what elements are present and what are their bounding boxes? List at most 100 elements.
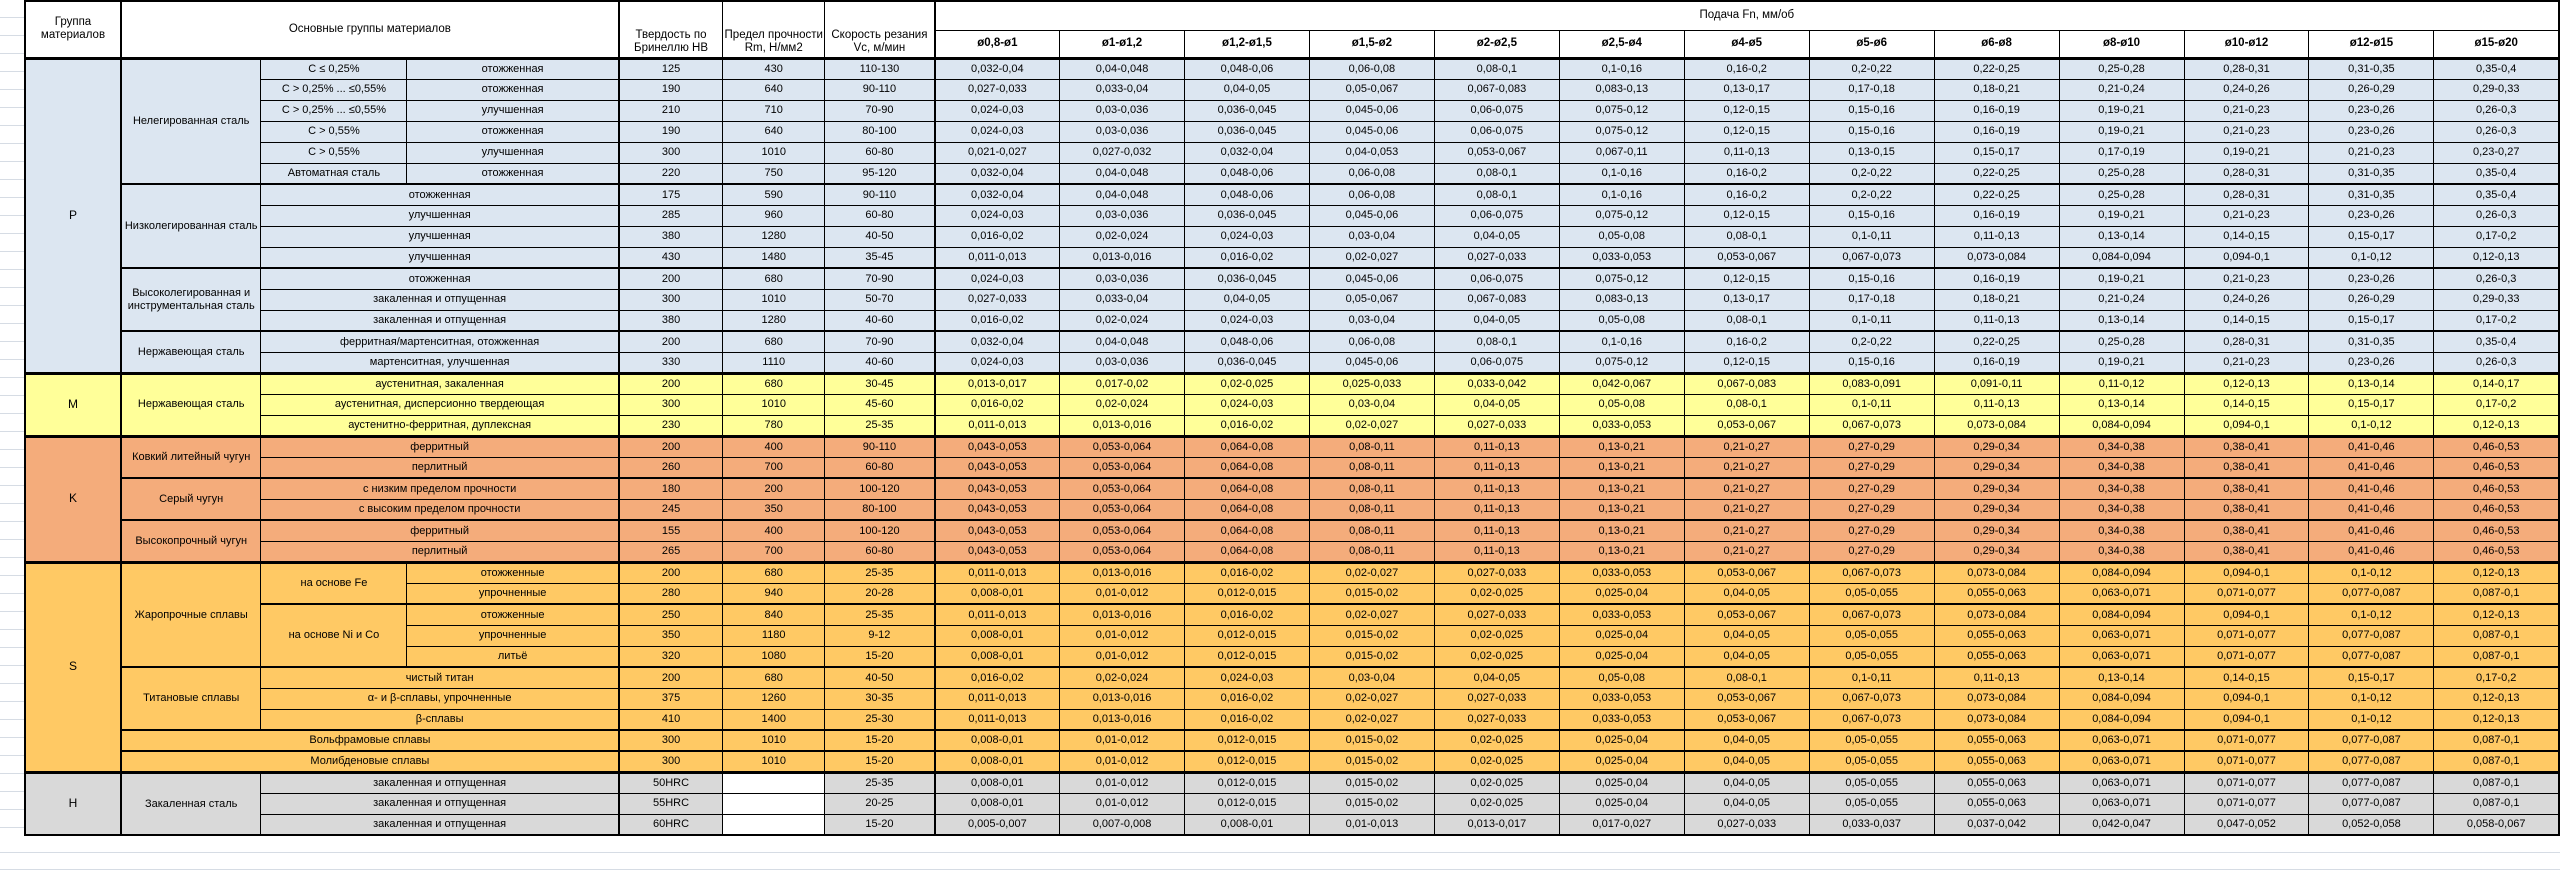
feed-cell[interactable]: 0,008-0,01: [933, 770, 1061, 794]
feed-cell[interactable]: 0,35-0,4: [2433, 56, 2560, 80]
feed-cell[interactable]: 0,032-0,04: [933, 183, 1061, 206]
feed-cell[interactable]: 0,46-0,53: [2433, 519, 2560, 542]
feed-cell[interactable]: 0,064-0,08: [1184, 540, 1310, 563]
feed-cell[interactable]: 0,02-0,027: [1308, 708, 1435, 731]
feed-cell[interactable]: 0,083-0,13: [1558, 78, 1685, 101]
feed-cell[interactable]: 0,087-0,1: [2433, 729, 2560, 752]
feed-cell[interactable]: 0,073-0,084: [1933, 414, 2060, 437]
feed-cell[interactable]: 0,25-0,28: [2058, 330, 2185, 353]
feed-cell[interactable]: 0,077-0,087: [2308, 582, 2435, 605]
feed-cell[interactable]: 0,06-0,075: [1433, 99, 1560, 122]
feed-cell[interactable]: 0,012-0,015: [1184, 582, 1310, 605]
feed-cell[interactable]: 0,1-0,12: [2308, 708, 2435, 731]
feed-cell[interactable]: 0,1-0,11: [1808, 225, 1935, 248]
feed-cell[interactable]: 0,01-0,012: [1059, 645, 1186, 668]
feed-cell[interactable]: 0,26-0,3: [2433, 204, 2560, 227]
material-subtype-cell[interactable]: на основе Ni и Co: [260, 603, 408, 668]
speed-cell[interactable]: 95-120: [824, 162, 936, 185]
feed-cell[interactable]: 0,05-0,055: [1808, 582, 1935, 605]
feed-cell[interactable]: 0,053-0,064: [1059, 519, 1186, 542]
material-subtype-cell[interactable]: C > 0,55%: [260, 141, 408, 164]
feed-cell[interactable]: 0,08-0,1: [1433, 183, 1560, 206]
speed-cell[interactable]: 100-120: [824, 519, 936, 542]
strength-cell[interactable]: 1010: [722, 393, 826, 416]
feed-cell[interactable]: 0,027-0,033: [1433, 414, 1560, 437]
feed-cell[interactable]: 0,033-0,053: [1558, 687, 1685, 710]
feed-cell[interactable]: 0,03-0,036: [1059, 351, 1186, 374]
feed-cell[interactable]: 0,055-0,063: [1933, 624, 2060, 647]
feed-cell[interactable]: 0,025-0,04: [1558, 624, 1685, 647]
strength-cell[interactable]: 1280: [722, 225, 826, 248]
material-family-cell[interactable]: Закаленная сталь: [120, 770, 262, 836]
feed-cell[interactable]: 0,04-0,053: [1308, 141, 1435, 164]
treatment-cell[interactable]: отожженная: [406, 120, 620, 143]
feed-cell[interactable]: 0,055-0,063: [1933, 729, 2060, 752]
feed-cell[interactable]: 0,21-0,27: [1683, 434, 1810, 458]
treatment-cell[interactable]: β-сплавы: [260, 708, 620, 731]
feed-cell[interactable]: 0,29-0,34: [1933, 477, 2060, 500]
feed-cell[interactable]: 0,094-0,1: [2183, 708, 2310, 731]
feed-cell[interactable]: 0,31-0,35: [2308, 183, 2435, 206]
feed-cell[interactable]: 0,016-0,02: [933, 666, 1061, 689]
feed-cell[interactable]: 0,08-0,11: [1308, 519, 1435, 542]
feed-cell[interactable]: 0,19-0,21: [2058, 267, 2185, 290]
feed-cell[interactable]: 0,025-0,04: [1558, 729, 1685, 752]
header-diameter[interactable]: ø5-ø6: [1808, 29, 1935, 59]
feed-cell[interactable]: 0,12-0,13: [2433, 687, 2560, 710]
feed-cell[interactable]: 0,12-0,13: [2183, 371, 2310, 395]
hardness-cell[interactable]: 55HRC: [617, 792, 724, 815]
feed-cell[interactable]: 0,05-0,055: [1808, 750, 1935, 773]
feed-cell[interactable]: 0,016-0,02: [1184, 414, 1310, 437]
feed-cell[interactable]: 0,063-0,071: [2058, 624, 2185, 647]
feed-cell[interactable]: 0,17-0,18: [1808, 288, 1935, 311]
feed-cell[interactable]: 0,06-0,08: [1308, 183, 1435, 206]
feed-cell[interactable]: 0,012-0,015: [1184, 750, 1310, 773]
feed-cell[interactable]: 0,053-0,064: [1059, 456, 1186, 479]
feed-cell[interactable]: 0,071-0,077: [2183, 770, 2310, 794]
feed-cell[interactable]: 0,17-0,18: [1808, 78, 1935, 101]
feed-cell[interactable]: 0,012-0,015: [1184, 624, 1310, 647]
hardness-cell[interactable]: 350: [617, 624, 724, 647]
feed-cell[interactable]: 0,04-0,05: [1683, 792, 1810, 815]
hardness-cell[interactable]: 200: [617, 666, 724, 689]
feed-cell[interactable]: 0,21-0,23: [2183, 267, 2310, 290]
header-materials[interactable]: Основные группы материалов: [120, 0, 620, 59]
material-family-cell[interactable]: Нержавеющая сталь: [120, 330, 262, 374]
header-diameter[interactable]: ø0,8-ø1: [933, 29, 1061, 59]
treatment-cell[interactable]: упрочненные: [406, 624, 620, 647]
feed-cell[interactable]: 0,13-0,14: [2058, 393, 2185, 416]
strength-cell[interactable]: 1260: [722, 687, 826, 710]
feed-cell[interactable]: 0,087-0,1: [2433, 792, 2560, 815]
header-diameter[interactable]: ø12-ø15: [2308, 29, 2435, 59]
feed-cell[interactable]: 0,06-0,08: [1308, 56, 1435, 80]
header-diameter[interactable]: ø8-ø10: [2058, 29, 2185, 59]
feed-cell[interactable]: 0,2-0,22: [1808, 162, 1935, 185]
strength-cell[interactable]: 940: [722, 582, 826, 605]
feed-cell[interactable]: 0,31-0,35: [2308, 56, 2435, 80]
strength-cell[interactable]: 1280: [722, 309, 826, 332]
feed-cell[interactable]: 0,46-0,53: [2433, 540, 2560, 563]
feed-cell[interactable]: 0,008-0,01: [933, 729, 1061, 752]
feed-cell[interactable]: 0,033-0,04: [1059, 288, 1186, 311]
feed-cell[interactable]: 0,008-0,01: [933, 582, 1061, 605]
feed-cell[interactable]: 0,08-0,11: [1308, 456, 1435, 479]
strength-cell[interactable]: 840: [722, 603, 826, 626]
feed-cell[interactable]: 0,16-0,19: [1933, 204, 2060, 227]
feed-cell[interactable]: 0,067-0,073: [1808, 246, 1935, 269]
strength-cell[interactable]: 350: [722, 498, 826, 521]
speed-cell[interactable]: 45-60: [824, 393, 936, 416]
feed-cell[interactable]: 0,02-0,025: [1433, 645, 1560, 668]
material-family-cell[interactable]: Нержавеющая сталь: [120, 371, 262, 437]
feed-cell[interactable]: 0,13-0,21: [1558, 498, 1685, 521]
strength-cell[interactable]: 590: [722, 183, 826, 206]
group-code-cell[interactable]: H: [24, 770, 122, 836]
feed-cell[interactable]: 0,043-0,053: [933, 498, 1061, 521]
feed-cell[interactable]: 0,29-0,33: [2433, 288, 2560, 311]
feed-cell[interactable]: 0,084-0,094: [2058, 687, 2185, 710]
feed-cell[interactable]: 0,043-0,053: [933, 477, 1061, 500]
feed-cell[interactable]: 0,13-0,21: [1558, 434, 1685, 458]
feed-cell[interactable]: 0,087-0,1: [2433, 750, 2560, 773]
speed-cell[interactable]: 15-20: [824, 729, 936, 752]
feed-cell[interactable]: 0,01-0,012: [1059, 582, 1186, 605]
feed-cell[interactable]: 0,14-0,17: [2433, 371, 2560, 395]
